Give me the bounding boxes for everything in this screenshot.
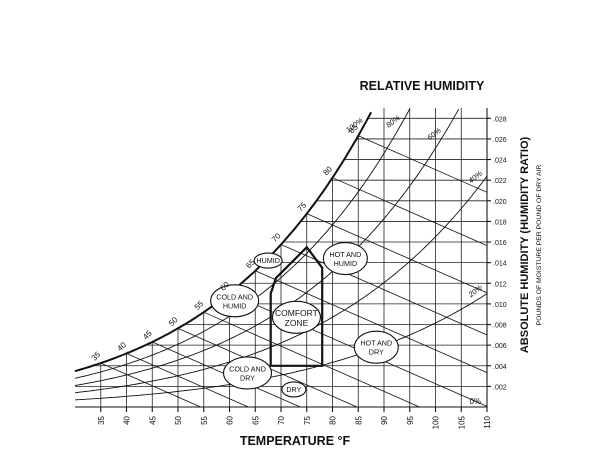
- y-axis-sublabel: POUNDS OF MOISTURE PER POUND OF DRY AIR: [536, 165, 543, 326]
- comfort-zone-outline: [269, 245, 324, 367]
- x-tick-label: 100: [432, 415, 441, 429]
- hot-and-humid-region-label: HOT AND: [329, 250, 361, 259]
- hot-and-dry-region-label: HOT AND: [360, 339, 392, 348]
- wet-bulb-label: 45: [141, 328, 154, 341]
- y-tick-label: .020: [493, 199, 507, 206]
- x-tick-label: 90: [380, 415, 389, 424]
- wet-bulb-line: [126, 353, 249, 408]
- wet-bulb-label: 75: [296, 200, 309, 213]
- humid-region: [253, 252, 283, 269]
- y-tick-label: .022: [493, 178, 507, 185]
- x-tick-label: 40: [123, 415, 132, 424]
- wet-bulb-line: [203, 311, 420, 408]
- y-tick-label: .014: [493, 261, 507, 268]
- chart-title: RELATIVE HUMIDITY: [360, 79, 485, 93]
- wet-bulb-line: [255, 270, 488, 373]
- wet-bulb-label: 80: [321, 164, 334, 177]
- y-tick-label: .006: [493, 343, 507, 350]
- x-tick-label: 60: [226, 415, 235, 424]
- x-tick-label: 85: [354, 415, 363, 424]
- x-tick-label: 35: [97, 415, 106, 424]
- y-tick-label: .002: [493, 384, 507, 391]
- wet-bulb-line: [358, 135, 488, 193]
- x-tick-label: 70: [277, 415, 286, 424]
- x-axis-label: TEMPERATURE °F: [240, 434, 351, 448]
- humid-region-label: HUMID: [256, 256, 280, 265]
- x-tick-label: 95: [406, 415, 415, 424]
- wet-bulb-label: 40: [115, 340, 128, 353]
- cold-and-humid-region-label: HUMID: [223, 301, 247, 310]
- wet-bulb-line: [100, 362, 201, 408]
- wet-bulb-label: 50: [167, 315, 180, 328]
- x-tick-label: 105: [457, 415, 466, 429]
- y-tick-label: .010: [493, 302, 507, 309]
- dry-region-label: DRY: [286, 385, 301, 394]
- comfort-zone-label: ZONE: [285, 318, 309, 328]
- cold-and-dry-region: [222, 356, 273, 390]
- x-tick-label: 80: [329, 415, 338, 424]
- rh-curve: [74, 108, 460, 386]
- comfort-zone-badge: [271, 300, 322, 334]
- y-axis-label: ABSOLUTE HUMIDITY (HUMIDITY RATIO): [519, 137, 531, 354]
- y-tick-label: .004: [493, 364, 507, 371]
- x-tick-label: 50: [174, 415, 183, 424]
- cold-and-humid-region-label: COLD AND: [216, 292, 253, 301]
- rh-curve: [74, 175, 488, 394]
- x-tick-label: 65: [251, 415, 260, 424]
- wet-bulb-line: [306, 213, 488, 294]
- y-tick-label: .026: [493, 137, 507, 144]
- dry-region: [281, 381, 307, 398]
- wet-bulb-label: 55: [193, 299, 206, 312]
- cold-and-dry-region-label: COLD AND: [229, 364, 266, 373]
- wet-bulb-line: [332, 177, 488, 246]
- grid-layer: [75, 108, 491, 412]
- hot-and-dry-region-label: DRY: [369, 348, 384, 357]
- wet-bulb-label: 70: [270, 231, 283, 244]
- wet-bulb-label: 35: [90, 350, 103, 363]
- hot-and-humid-region: [322, 241, 368, 276]
- x-tick-label: 75: [303, 415, 312, 424]
- x-tick-label: 110: [483, 415, 492, 428]
- hot-and-dry-region: [353, 330, 399, 364]
- comfort-zone-label: COMFORT: [275, 308, 318, 318]
- y-tick-label: .028: [493, 116, 507, 123]
- cold-and-humid-region: [210, 284, 260, 318]
- y-tick-label: .016: [493, 240, 507, 247]
- y-tick-label: .024: [493, 158, 507, 165]
- rh-curve: [74, 293, 488, 401]
- x-tick-label: 45: [148, 415, 157, 424]
- hot-and-humid-region-label: HUMID: [334, 259, 358, 268]
- rh-label-0: 0%: [469, 397, 481, 406]
- y-tick-label: .012: [493, 281, 507, 288]
- cold-and-dry-region-label: DRY: [240, 373, 255, 382]
- y-tick-label: .018: [493, 219, 507, 226]
- x-tick-label: 55: [200, 415, 209, 424]
- y-tick-label: .008: [493, 323, 507, 330]
